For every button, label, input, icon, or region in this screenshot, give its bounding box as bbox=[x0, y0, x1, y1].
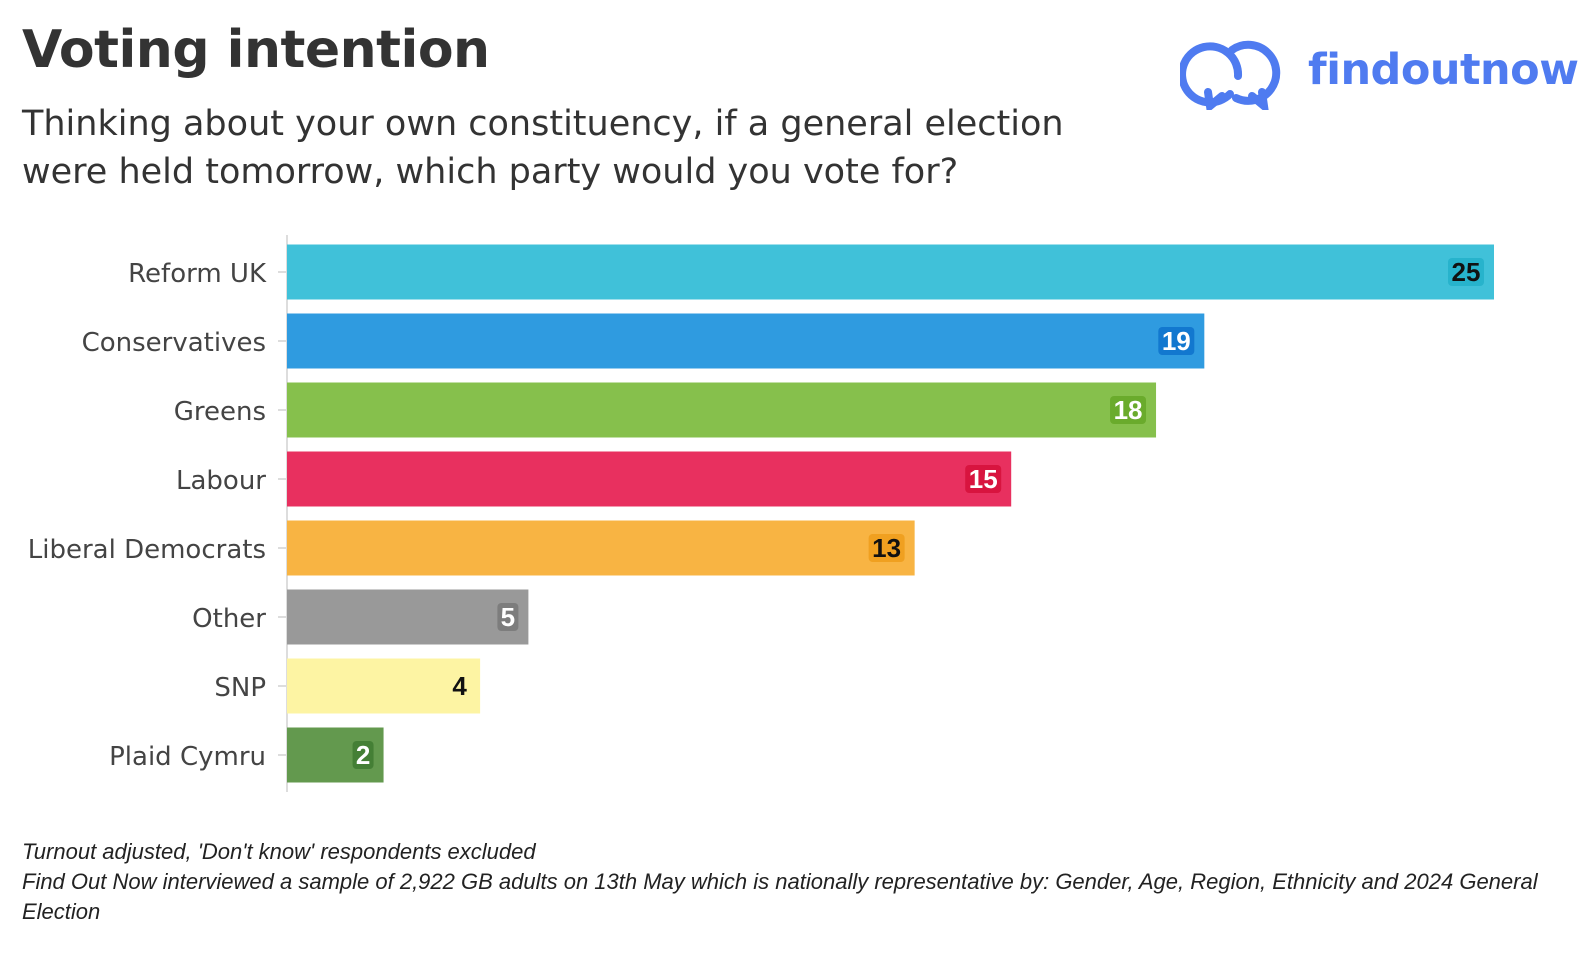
value-label-conservatives: 19 bbox=[1162, 326, 1191, 356]
bar-conservatives bbox=[287, 313, 1205, 369]
footnote-methodology: Find Out Now interviewed a sample of 2,9… bbox=[22, 869, 1538, 924]
footnote-turnout: Turnout adjusted, 'Don't know' responden… bbox=[22, 839, 536, 864]
value-label-greens: 18 bbox=[1114, 395, 1143, 425]
category-label-conservatives: Conservatives bbox=[82, 328, 266, 358]
value-label-bg-labour bbox=[965, 465, 1002, 493]
category-label-labour: Labour bbox=[176, 466, 266, 496]
bar-reform-uk bbox=[287, 244, 1494, 300]
category-label-greens: Greens bbox=[174, 397, 266, 427]
category-label-reform-uk: Reform UK bbox=[128, 259, 267, 289]
bar-snp bbox=[287, 658, 481, 714]
value-label-bg-greens bbox=[1110, 396, 1147, 424]
category-label-plaid-cymru: Plaid Cymru bbox=[109, 742, 266, 772]
category-label-other: Other bbox=[192, 604, 266, 634]
category-label-snp: SNP bbox=[214, 673, 266, 703]
value-label-labour: 15 bbox=[969, 464, 998, 494]
value-label-bg-plaid-cymru bbox=[352, 741, 374, 769]
value-label-bg-other bbox=[497, 603, 519, 631]
chart-title: Voting intention bbox=[22, 20, 490, 80]
findoutnow-logo: findoutnow bbox=[1180, 30, 1579, 110]
value-label-plaid-cymru: 2 bbox=[356, 740, 370, 770]
category-label-liberal-democrats: Liberal Democrats bbox=[28, 535, 266, 565]
interlinked-speech-rings-icon bbox=[1180, 40, 1281, 110]
value-label-reform-uk: 25 bbox=[1452, 257, 1481, 287]
bar-greens bbox=[287, 382, 1157, 438]
logo-wordmark: findoutnow bbox=[1308, 45, 1579, 95]
value-label-bg-liberal-democrats bbox=[868, 534, 905, 562]
value-label-snp: 4 bbox=[452, 671, 467, 701]
value-label-bg-reform-uk bbox=[1448, 258, 1484, 286]
bar-liberal-democrats bbox=[287, 520, 915, 576]
value-label-other: 5 bbox=[501, 602, 515, 632]
value-label-liberal-democrats: 13 bbox=[872, 533, 901, 563]
value-label-bg-conservatives bbox=[1158, 327, 1195, 355]
value-label-bg-snp bbox=[449, 672, 471, 700]
bar-labour bbox=[287, 451, 1012, 507]
chart-subtitle: Thinking about your own constituency, if… bbox=[22, 104, 1064, 192]
bar-other bbox=[287, 589, 529, 645]
